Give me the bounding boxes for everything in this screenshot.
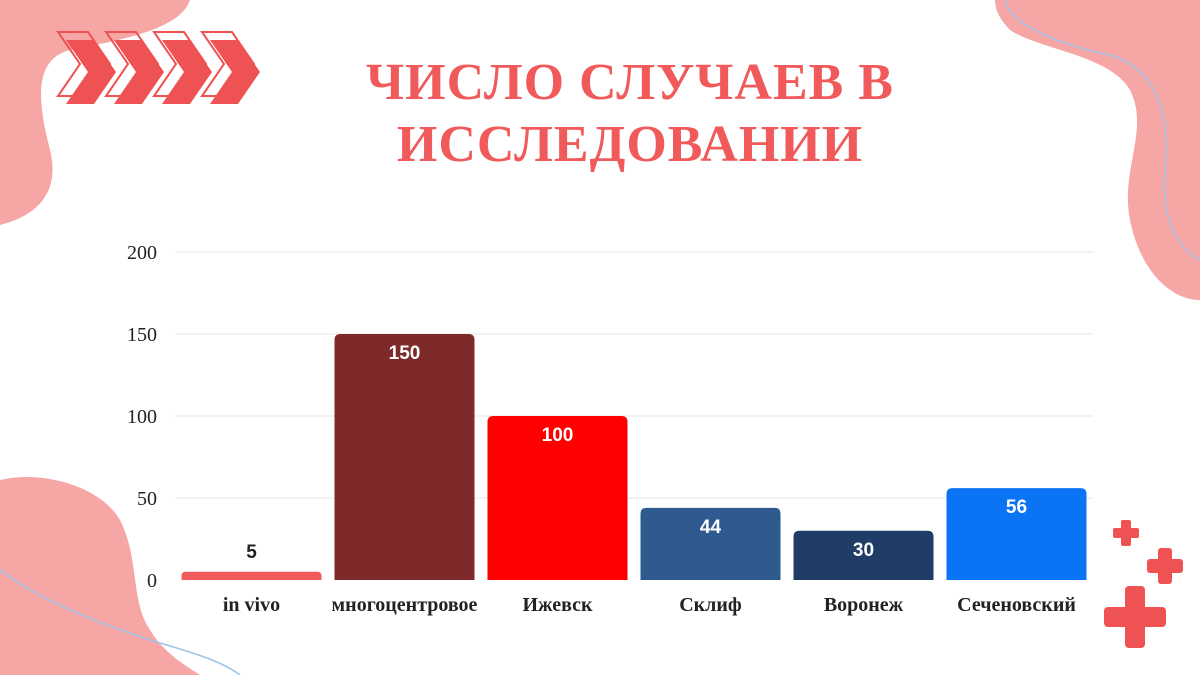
x-category-label: многоцентровое [332,594,478,616]
data-label: 44 [700,517,722,538]
y-tick-label: 200 [127,242,157,264]
y-tick-label: 0 [147,570,157,592]
bar [181,571,322,580]
y-tick-label: 150 [127,324,157,346]
bar [334,334,475,580]
x-category-label: Воронеж [824,594,904,616]
data-label: 30 [853,540,874,561]
title-line-1: ЧИСЛО СЛУЧАЕВ В [366,54,894,111]
data-label: 150 [389,343,421,364]
bar [640,507,781,580]
data-label: 100 [542,425,574,446]
x-category-label: Ижевск [522,594,593,616]
title-line-2: ИССЛЕДОВАНИИ [396,116,864,173]
bar [487,416,628,580]
x-category-label: Склиф [679,594,742,616]
page-title: ЧИСЛО СЛУЧАЕВ В ИССЛЕДОВАНИИ [300,52,960,176]
y-tick-label: 50 [137,488,157,510]
x-category-label: Сеченовский [957,594,1076,616]
y-tick-label: 100 [127,406,157,428]
bar [793,530,934,580]
data-label: 56 [1006,497,1027,518]
x-category-label: in vivo [223,594,280,616]
data-label: 5 [246,542,257,563]
bar [946,488,1087,580]
